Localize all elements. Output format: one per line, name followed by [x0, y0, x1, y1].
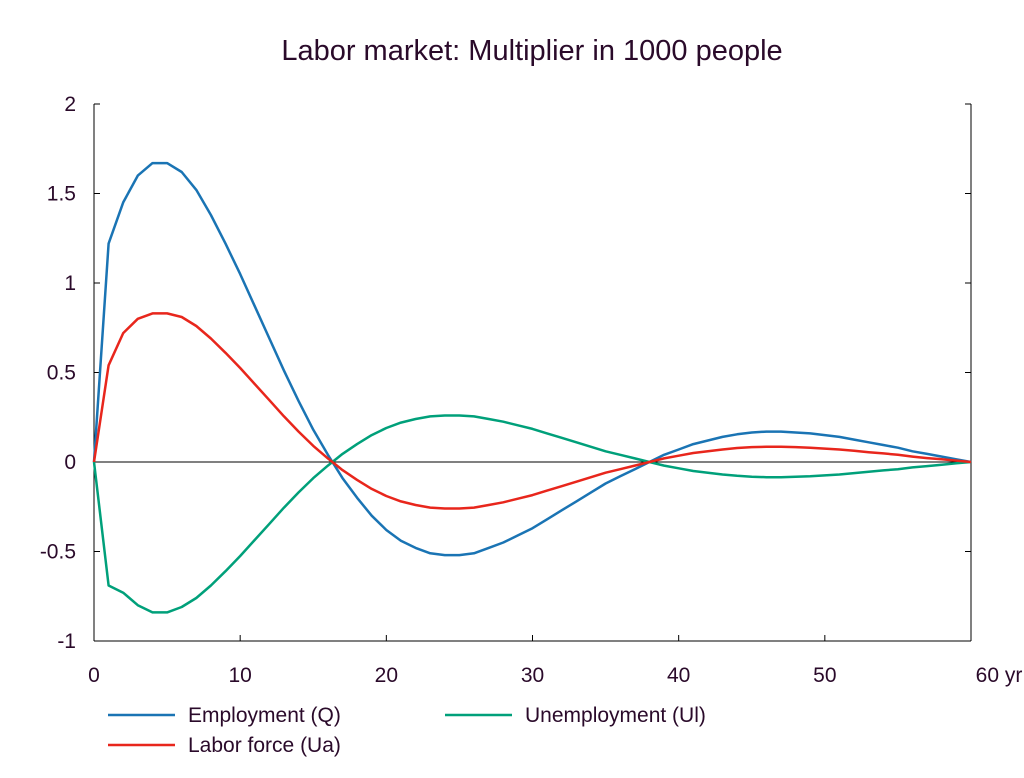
x-tick-label: 10 — [228, 664, 251, 687]
series-lines — [92, 161, 972, 614]
axes: 2 1.5 1 0.5 0 -0.5 -1 0 10 20 30 40 50 60 yr — [40, 93, 1023, 687]
series-line-1 — [92, 414, 972, 614]
y-tick-label: 0.5 — [47, 362, 76, 385]
y-tick-label: 0 — [64, 451, 76, 474]
series-line-2 — [92, 312, 972, 510]
x-tick-label: 50 — [813, 664, 836, 687]
x-tick-label: 60 yr — [976, 664, 1023, 687]
legend: Employment (Q) Unemployment (Ul) Labor for… — [108, 704, 706, 757]
series-line-0 — [92, 161, 972, 557]
x-tick-label: 20 — [375, 664, 398, 687]
chart-title: Labor market: Multiplier in 1000 people — [281, 35, 782, 67]
x-tick-label: 40 — [667, 664, 690, 687]
legend-label: Employment (Q) — [188, 704, 341, 727]
x-tick-label: 30 — [521, 664, 544, 687]
x-tick-label: 0 — [88, 664, 100, 687]
y-tick-label: 1 — [64, 272, 76, 295]
legend-label: Unemployment (Ul) — [525, 704, 706, 727]
y-tick-label: 1.5 — [47, 183, 76, 206]
legend-label: Labor force (Ua) — [188, 734, 341, 757]
y-tick-label: 2 — [64, 93, 76, 116]
y-tick-label: -0.5 — [40, 541, 76, 564]
y-tick-label: -1 — [57, 630, 76, 653]
